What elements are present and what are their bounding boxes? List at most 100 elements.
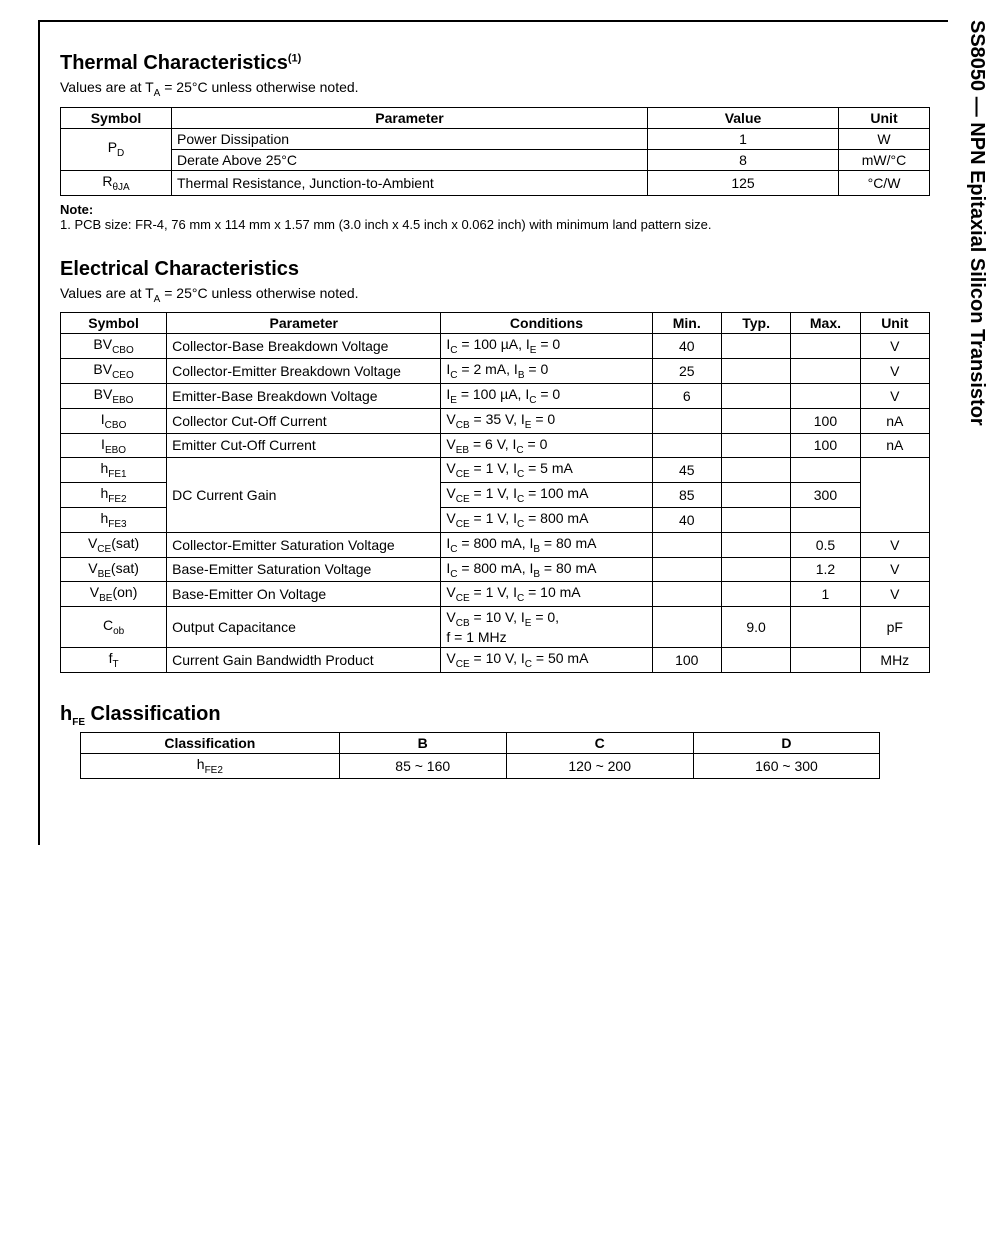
elec-max-cell	[791, 334, 860, 359]
thermal-unit-cell: °C/W	[839, 170, 930, 195]
elec-max-cell	[791, 383, 860, 408]
elec-param-cell: Emitter-Base Breakdown Voltage	[167, 383, 441, 408]
elec-unit-cell: nA	[860, 408, 929, 433]
elec-typ-cell	[721, 383, 790, 408]
datasheet-page: SS8050 — NPN Epitaxial Silicon Transisto…	[0, 0, 1000, 1250]
side-title: SS8050 — NPN Epitaxial Silicon Transisto…	[958, 20, 988, 620]
elec-conditions-cell: VCE = 1 V, IC = 800 mA	[441, 507, 652, 532]
elec-max-cell: 100	[791, 433, 860, 458]
elec-unit-cell: V	[860, 359, 929, 384]
table-row: RθJAThermal Resistance, Junction-to-Ambi…	[61, 170, 930, 195]
elec-symbol-cell: IEBO	[61, 433, 167, 458]
elec-max-cell: 1.2	[791, 557, 860, 582]
elec-conditions-cell: VCE = 1 V, IC = 5 mA	[441, 458, 652, 483]
elec-symbol-cell: hFE1	[61, 458, 167, 483]
elec-min-cell: 25	[652, 359, 721, 384]
elec-conditions-cell: VEB = 6 V, IC = 0	[441, 433, 652, 458]
elec-unit-cell: nA	[860, 433, 929, 458]
elec-min-cell	[652, 433, 721, 458]
thermal-param-cell: Power Dissipation	[172, 128, 648, 149]
elec-conditions-cell: VCE = 1 V, IC = 10 mA	[441, 582, 652, 607]
elec-unit-cell	[860, 458, 929, 532]
table-row: VBE(sat)Base-Emitter Saturation VoltageI…	[61, 557, 930, 582]
electrical-table: Symbol Parameter Conditions Min. Typ. Ma…	[60, 312, 930, 672]
elec-unit-cell: V	[860, 383, 929, 408]
elec-typ-cell	[721, 582, 790, 607]
elec-typ-cell	[721, 334, 790, 359]
elec-max-cell: 0.5	[791, 532, 860, 557]
electrical-body: BVCBOCollector-Base Breakdown VoltageIC …	[61, 334, 930, 672]
elec-typ-cell	[721, 359, 790, 384]
table-row: BVEBOEmitter-Base Breakdown VoltageIE = …	[61, 383, 930, 408]
elec-param-cell: DC Current Gain	[167, 458, 441, 532]
elec-min-cell	[652, 557, 721, 582]
elec-param-cell: Collector-Emitter Breakdown Voltage	[167, 359, 441, 384]
table-row: VBE(on)Base-Emitter On VoltageVCE = 1 V,…	[61, 582, 930, 607]
thermal-table: Symbol Parameter Value Unit PDPower Diss…	[60, 107, 930, 196]
elec-col-parameter: Parameter	[167, 313, 441, 334]
elec-conditions-cell: IC = 800 mA, IB = 80 mA	[441, 532, 652, 557]
elec-typ-cell	[721, 458, 790, 483]
elec-param-cell: Base-Emitter Saturation Voltage	[167, 557, 441, 582]
hfe-row-label: hFE2	[81, 753, 340, 778]
elec-typ-cell	[721, 408, 790, 433]
elec-symbol-cell: VCE(sat)	[61, 532, 167, 557]
hfe-value-cell: 120 ~ 200	[506, 753, 693, 778]
elec-typ-cell	[721, 483, 790, 508]
hfe-title: hFE Classification	[60, 703, 930, 728]
table-row: ICBOCollector Cut-Off CurrentVCB = 35 V,…	[61, 408, 930, 433]
table-row: hFE1DC Current GainVCE = 1 V, IC = 5 mA4…	[61, 458, 930, 483]
table-row: BVCBOCollector-Base Breakdown VoltageIC …	[61, 334, 930, 359]
elec-symbol-cell: hFE2	[61, 483, 167, 508]
elec-col-typ: Typ.	[721, 313, 790, 334]
elec-min-cell	[652, 607, 721, 648]
table-row: BVCEOCollector-Emitter Breakdown Voltage…	[61, 359, 930, 384]
elec-param-cell: Collector-Emitter Saturation Voltage	[167, 532, 441, 557]
thermal-note: Note: 1. PCB size: FR-4, 76 mm x 114 mm …	[60, 202, 930, 232]
elec-conditions-cell: VCB = 10 V, IE = 0,f = 1 MHz	[441, 607, 652, 648]
elec-typ-cell	[721, 647, 790, 672]
table-row: VCE(sat)Collector-Emitter Saturation Vol…	[61, 532, 930, 557]
thermal-value-cell: 125	[648, 170, 839, 195]
elec-typ-cell: 9.0	[721, 607, 790, 648]
elec-col-unit: Unit	[860, 313, 929, 334]
elec-symbol-cell: BVCEO	[61, 359, 167, 384]
thermal-unit-cell: W	[839, 128, 930, 149]
table-row: CobOutput CapacitanceVCB = 10 V, IE = 0,…	[61, 607, 930, 648]
elec-conditions-cell: IC = 2 mA, IB = 0	[441, 359, 652, 384]
thermal-col-parameter: Parameter	[172, 107, 648, 128]
hfe-table: ClassificationBCD hFE285 ~ 160120 ~ 2001…	[80, 732, 880, 779]
elec-symbol-cell: fT	[61, 647, 167, 672]
thermal-col-symbol: Symbol	[61, 107, 172, 128]
elec-min-cell	[652, 582, 721, 607]
thermal-param-cell: Thermal Resistance, Junction-to-Ambient	[172, 170, 648, 195]
elec-symbol-cell: BVCBO	[61, 334, 167, 359]
elec-unit-cell: MHz	[860, 647, 929, 672]
table-row: PDPower Dissipation1W	[61, 128, 930, 149]
elec-conditions-cell: VCE = 10 V, IC = 50 mA	[441, 647, 652, 672]
elec-param-cell: Current Gain Bandwidth Product	[167, 647, 441, 672]
elec-unit-cell: V	[860, 582, 929, 607]
elec-param-cell: Base-Emitter On Voltage	[167, 582, 441, 607]
thermal-symbol-cell: PD	[61, 128, 172, 170]
elec-unit-cell: V	[860, 557, 929, 582]
elec-max-cell	[791, 507, 860, 532]
elec-typ-cell	[721, 433, 790, 458]
elec-min-cell: 85	[652, 483, 721, 508]
thermal-unit-cell: mW/°C	[839, 149, 930, 170]
elec-col-conditions: Conditions	[441, 313, 652, 334]
elec-symbol-cell: VBE(on)	[61, 582, 167, 607]
elec-conditions-cell: VCB = 35 V, IE = 0	[441, 408, 652, 433]
thermal-subtitle: Values are at TA = 25°C unless otherwise…	[60, 79, 930, 99]
content-area: Thermal Characteristics(1) Values are at…	[38, 20, 948, 845]
elec-symbol-cell: hFE3	[61, 507, 167, 532]
elec-conditions-cell: IC = 800 mA, IB = 80 mA	[441, 557, 652, 582]
elec-unit-cell: pF	[860, 607, 929, 648]
elec-min-cell: 40	[652, 507, 721, 532]
electrical-title: Electrical Characteristics	[60, 258, 930, 281]
elec-max-cell: 1	[791, 582, 860, 607]
elec-unit-cell: V	[860, 532, 929, 557]
table-row: fTCurrent Gain Bandwidth ProductVCE = 10…	[61, 647, 930, 672]
note-label: Note:	[60, 202, 93, 217]
elec-min-cell: 40	[652, 334, 721, 359]
